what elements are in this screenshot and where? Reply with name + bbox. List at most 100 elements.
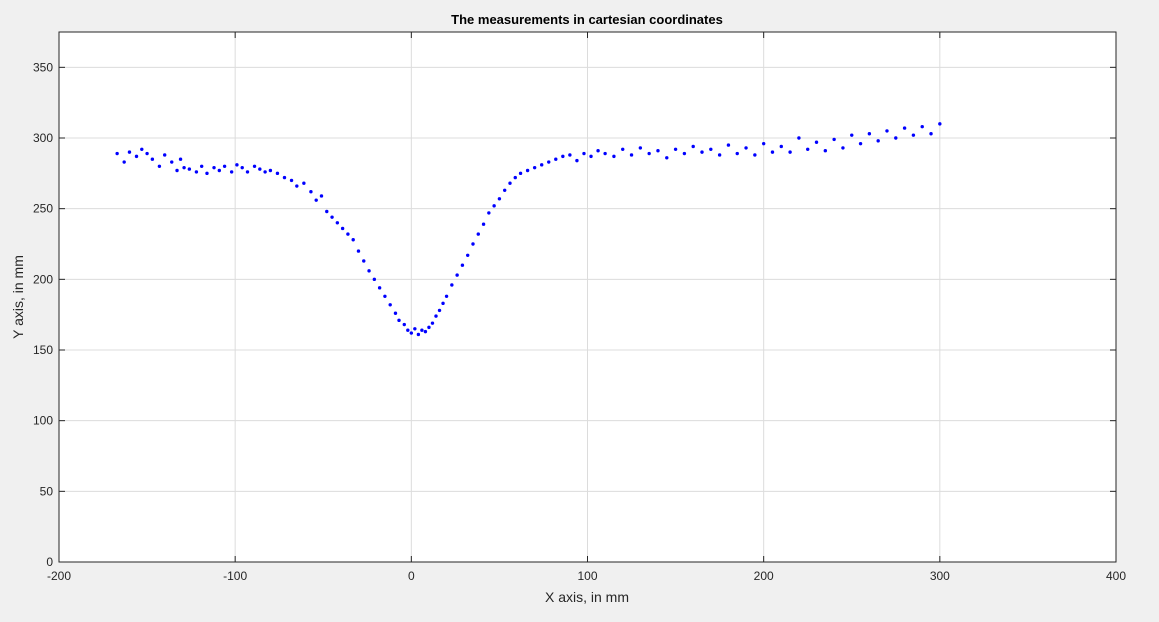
data-point [476, 232, 480, 236]
data-point [245, 170, 250, 174]
data-point [621, 147, 625, 152]
data-point [295, 184, 299, 188]
data-point [178, 157, 183, 161]
data-point [362, 259, 366, 263]
data-point [140, 147, 144, 152]
data-point [589, 154, 593, 159]
data-point [356, 249, 361, 253]
data-point [402, 322, 406, 327]
data-point [427, 325, 431, 330]
data-point [330, 215, 334, 219]
data-point [372, 277, 377, 282]
data-point [647, 151, 651, 156]
data-point [503, 188, 507, 192]
data-point [770, 150, 775, 154]
data-point [554, 157, 558, 161]
data-point [832, 137, 836, 142]
data-point [346, 232, 350, 236]
data-point [582, 151, 586, 156]
data-point [539, 163, 544, 167]
data-point [145, 151, 149, 156]
data-point [682, 151, 687, 156]
tick-marks [58, 32, 1117, 563]
x-tick-label: 300 [930, 569, 950, 583]
data-point [894, 136, 898, 140]
y-tick-label: 250 [33, 202, 53, 216]
data-point [444, 294, 449, 298]
data-point [841, 146, 845, 150]
data-point [187, 167, 192, 171]
data-point [309, 190, 313, 194]
data-point [252, 164, 257, 168]
data-point [673, 147, 678, 152]
data-point [497, 197, 502, 201]
y-axis-label: Y axis, in mm [10, 255, 26, 339]
data-point [383, 294, 387, 298]
data-point [603, 151, 607, 156]
data-point [182, 165, 186, 170]
data-point [876, 139, 880, 143]
data-point [656, 149, 660, 153]
data-point [199, 164, 204, 168]
y-tick-label: 50 [40, 484, 54, 498]
data-point [513, 175, 517, 180]
data-point [275, 171, 280, 176]
data-point [175, 168, 179, 173]
data-point [726, 143, 731, 147]
data-point [508, 181, 512, 185]
data-point [797, 136, 801, 140]
data-point [314, 198, 318, 202]
plot-frame [58, 31, 1117, 563]
data-point [481, 222, 486, 226]
data-point [388, 303, 392, 307]
y-tick-label: 150 [33, 343, 53, 357]
data-point [575, 158, 579, 163]
data-point [466, 253, 470, 258]
data-point [163, 153, 167, 157]
x-tick-label: 0 [408, 569, 415, 583]
data-point [409, 331, 414, 335]
data-point [416, 332, 421, 337]
data-point [134, 154, 139, 159]
data-point [823, 149, 828, 153]
x-tick-label: 400 [1106, 569, 1126, 583]
data-point [911, 133, 916, 137]
y-tick-labels: 0 50 100 150 200 250 300 350 [33, 60, 53, 569]
data-point [709, 147, 713, 152]
y-tick-label: 300 [33, 131, 53, 145]
data-point [885, 129, 889, 133]
y-tick-label: 200 [33, 272, 53, 286]
data-point [806, 147, 810, 152]
grid-lines [59, 32, 1116, 562]
data-point [612, 154, 616, 159]
data-point [471, 242, 475, 246]
data-point [222, 164, 227, 168]
data-point [779, 144, 783, 149]
chart-title: The measurements in cartesian coordinate… [451, 12, 723, 27]
data-point [518, 171, 523, 176]
data-point [194, 170, 199, 174]
data-point [340, 226, 345, 231]
data-point [460, 263, 465, 267]
data-point [229, 170, 234, 174]
data-point [717, 153, 722, 157]
data-point [629, 153, 634, 157]
data-point [568, 153, 572, 157]
data-point [122, 160, 126, 164]
data-point [437, 308, 442, 313]
data-point [700, 150, 704, 154]
data-point [744, 146, 748, 150]
x-tick-label: -100 [223, 569, 247, 583]
data-point [170, 160, 174, 164]
data-point [850, 133, 854, 137]
data-point [377, 286, 382, 290]
x-tick-label: 100 [577, 569, 597, 583]
data-point [561, 154, 565, 159]
data-point [532, 165, 537, 170]
data-point [235, 163, 239, 167]
data-point [547, 160, 551, 164]
data-point [217, 168, 222, 173]
data-point [858, 141, 863, 146]
data-point [127, 150, 132, 154]
